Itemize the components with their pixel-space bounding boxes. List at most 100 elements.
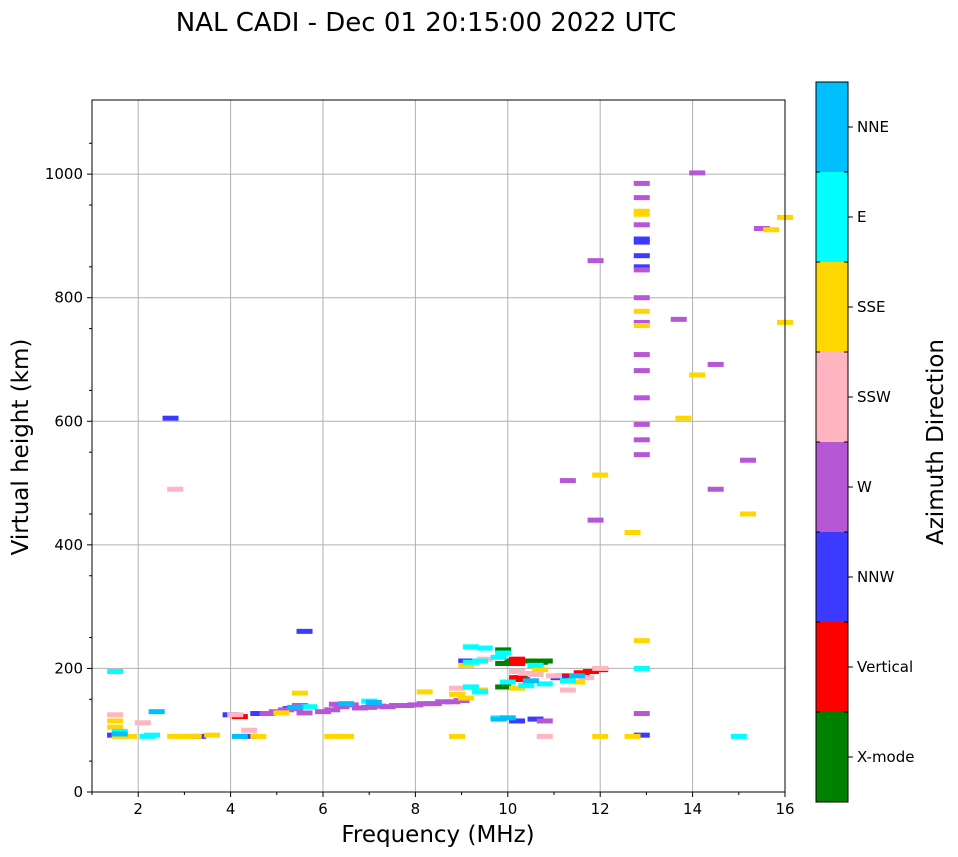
echo-mark-e bbox=[633, 665, 650, 671]
colorbar-label: Azimuth Direction bbox=[923, 339, 949, 545]
echo-mark-sse bbox=[291, 690, 308, 696]
echo-mark-e bbox=[472, 658, 489, 664]
echo-mark-e bbox=[518, 683, 535, 689]
echo-mark-w bbox=[633, 368, 650, 374]
chart-title: NAL CADI - Dec 01 20:15:00 2022 UTC bbox=[176, 8, 676, 38]
echo-mark-w bbox=[398, 703, 415, 708]
echo-mark-nnw bbox=[633, 732, 650, 738]
axis-ticks: 2 4 6 8 10 12 14 16 0 200 400 600 800 1000 bbox=[45, 142, 795, 818]
x-tick-label: 4 bbox=[226, 800, 236, 818]
echo-mark-nne bbox=[499, 715, 516, 721]
echo-mark-nne bbox=[569, 673, 586, 679]
echo-mark-sse bbox=[273, 710, 290, 716]
echo-mark-vertical bbox=[509, 660, 526, 666]
echo-mark-e bbox=[107, 669, 124, 675]
echo-mark-w bbox=[740, 457, 757, 463]
echo-mark-w bbox=[633, 395, 650, 401]
echo-mark-nne bbox=[365, 699, 382, 705]
echo-mark-x-mode bbox=[495, 684, 512, 690]
echo-mark-w bbox=[633, 421, 650, 427]
echo-mark-w bbox=[416, 701, 433, 707]
echo-mark-ssw bbox=[536, 733, 553, 739]
echo-mark-x-mode bbox=[522, 658, 539, 664]
echo-mark-sse bbox=[675, 415, 692, 421]
echo-mark-e bbox=[495, 650, 512, 656]
echo-mark-nnw bbox=[509, 718, 526, 724]
y-tick-label: 0 bbox=[73, 783, 83, 801]
colorbar-segment bbox=[816, 442, 848, 532]
echo-mark-nnw bbox=[633, 264, 650, 270]
echo-mark-w bbox=[633, 452, 650, 458]
echo-mark-sse bbox=[633, 208, 650, 214]
echo-mark-sse bbox=[167, 733, 184, 739]
x-tick-label: 2 bbox=[133, 800, 143, 818]
colorbar-label-sse: SSE bbox=[857, 298, 886, 316]
echo-mark-sse bbox=[569, 679, 586, 685]
echo-mark-nne bbox=[522, 678, 539, 684]
echo-mark-sse bbox=[120, 733, 137, 739]
colorbar-label-x-mode: X-mode bbox=[857, 748, 914, 766]
echo-mark-sse bbox=[509, 685, 526, 691]
echo-mark-e bbox=[301, 704, 318, 710]
echo-mark-w bbox=[633, 711, 650, 717]
y-tick-label: 400 bbox=[54, 536, 83, 554]
echo-mark-e bbox=[462, 644, 479, 650]
echo-mark-ssw bbox=[107, 712, 124, 718]
echo-mark-nnw bbox=[633, 239, 650, 245]
echo-mark-w bbox=[407, 702, 424, 708]
y-tick-label: 200 bbox=[54, 659, 83, 677]
echo-mark-w bbox=[689, 170, 706, 176]
echo-mark-ssw bbox=[509, 669, 526, 675]
echo-mark-w bbox=[707, 486, 724, 492]
echo-mark-e bbox=[462, 684, 479, 690]
y-axis-label: Virtual height (km) bbox=[8, 339, 34, 556]
echo-mark-nnw bbox=[250, 711, 267, 717]
echo-mark-vertical bbox=[573, 670, 590, 676]
colorbar-frame bbox=[815, 81, 849, 803]
echo-mark-e bbox=[139, 733, 156, 739]
echo-mark-w bbox=[587, 258, 604, 264]
echo-mark-sse bbox=[633, 211, 650, 217]
echo-mark-sse bbox=[176, 733, 193, 739]
echo-mark-w bbox=[379, 704, 396, 710]
echo-mark-w bbox=[365, 703, 382, 708]
echo-mark-e bbox=[476, 645, 493, 651]
echo-mark-sse bbox=[633, 308, 650, 314]
echo-mark-nne bbox=[287, 704, 304, 710]
echo-mark-sse bbox=[633, 638, 650, 644]
echo-mark-nne bbox=[490, 716, 507, 722]
echo-mark-w bbox=[633, 267, 650, 273]
echo-mark-w bbox=[324, 707, 341, 713]
echo-mark-ssw bbox=[578, 675, 595, 681]
echo-mark-ssw bbox=[241, 727, 258, 733]
echo-mark-x-mode bbox=[536, 658, 553, 664]
echo-mark-w bbox=[351, 705, 368, 711]
echo-mark-nne bbox=[338, 701, 355, 707]
echo-mark-ssw bbox=[592, 665, 609, 671]
x-axis-label: Frequency (MHz) bbox=[341, 822, 534, 848]
echo-mark-w bbox=[536, 718, 553, 724]
x-tick-label: 14 bbox=[683, 800, 702, 818]
echo-mark-sse bbox=[338, 733, 355, 739]
echo-mark-sse bbox=[107, 718, 124, 724]
echo-mark-w bbox=[633, 195, 650, 201]
echo-mark-ssw bbox=[167, 486, 184, 492]
echo-mark-sse bbox=[448, 691, 465, 697]
echo-mark-sse bbox=[185, 733, 202, 739]
colorbar: X-mode Vertical NNW W SSW SSE E NNE bbox=[815, 81, 914, 803]
echo-mark-vertical bbox=[509, 656, 526, 662]
echo-mark-sse bbox=[763, 227, 780, 233]
echo-mark-ssw bbox=[518, 670, 535, 676]
echo-mark-w bbox=[633, 437, 650, 443]
plot-frame bbox=[91, 99, 786, 793]
echo-mark-nne bbox=[148, 709, 165, 715]
colorbar-segment bbox=[816, 172, 848, 262]
colorbar-label-e: E bbox=[857, 208, 866, 226]
echo-mark-w bbox=[328, 701, 345, 707]
echo-mark-e bbox=[499, 679, 516, 685]
echo-mark-sse bbox=[740, 511, 757, 517]
echo-mark-sse bbox=[633, 323, 650, 329]
echo-mark-sse bbox=[107, 724, 124, 730]
echo-mark-x-mode bbox=[495, 647, 512, 653]
